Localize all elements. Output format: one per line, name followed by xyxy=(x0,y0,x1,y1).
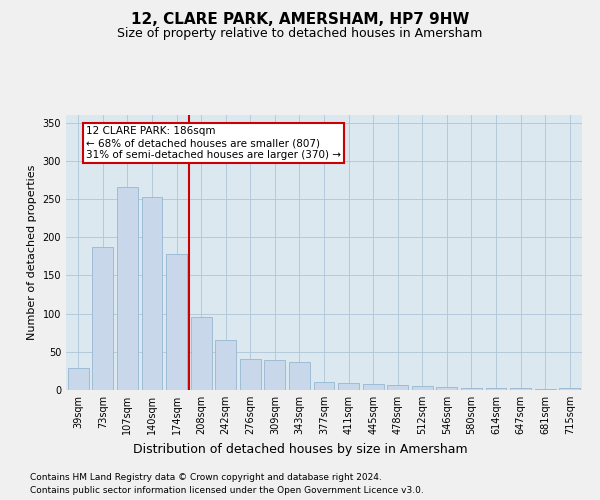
Bar xyxy=(412,386,433,390)
Bar xyxy=(535,389,556,390)
Bar xyxy=(289,362,310,390)
Bar xyxy=(314,382,334,390)
Text: Distribution of detached houses by size in Amersham: Distribution of detached houses by size … xyxy=(133,442,467,456)
Bar xyxy=(338,383,359,390)
Bar xyxy=(559,388,580,390)
Bar xyxy=(362,384,383,390)
Bar xyxy=(166,254,187,390)
Text: 12, CLARE PARK, AMERSHAM, HP7 9HW: 12, CLARE PARK, AMERSHAM, HP7 9HW xyxy=(131,12,469,28)
Bar xyxy=(142,198,163,390)
Text: Contains public sector information licensed under the Open Government Licence v3: Contains public sector information licen… xyxy=(30,486,424,495)
Bar xyxy=(117,187,138,390)
Bar xyxy=(436,387,457,390)
Text: Contains HM Land Registry data © Crown copyright and database right 2024.: Contains HM Land Registry data © Crown c… xyxy=(30,472,382,482)
Y-axis label: Number of detached properties: Number of detached properties xyxy=(27,165,37,340)
Bar xyxy=(191,318,212,390)
Bar xyxy=(485,388,506,390)
Bar xyxy=(461,388,482,390)
Bar xyxy=(387,386,408,390)
Text: Size of property relative to detached houses in Amersham: Size of property relative to detached ho… xyxy=(118,28,482,40)
Text: 12 CLARE PARK: 186sqm
← 68% of detached houses are smaller (807)
31% of semi-det: 12 CLARE PARK: 186sqm ← 68% of detached … xyxy=(86,126,341,160)
Bar xyxy=(240,360,261,390)
Bar xyxy=(265,360,286,390)
Bar xyxy=(68,368,89,390)
Bar xyxy=(215,340,236,390)
Bar xyxy=(510,388,531,390)
Bar xyxy=(92,247,113,390)
